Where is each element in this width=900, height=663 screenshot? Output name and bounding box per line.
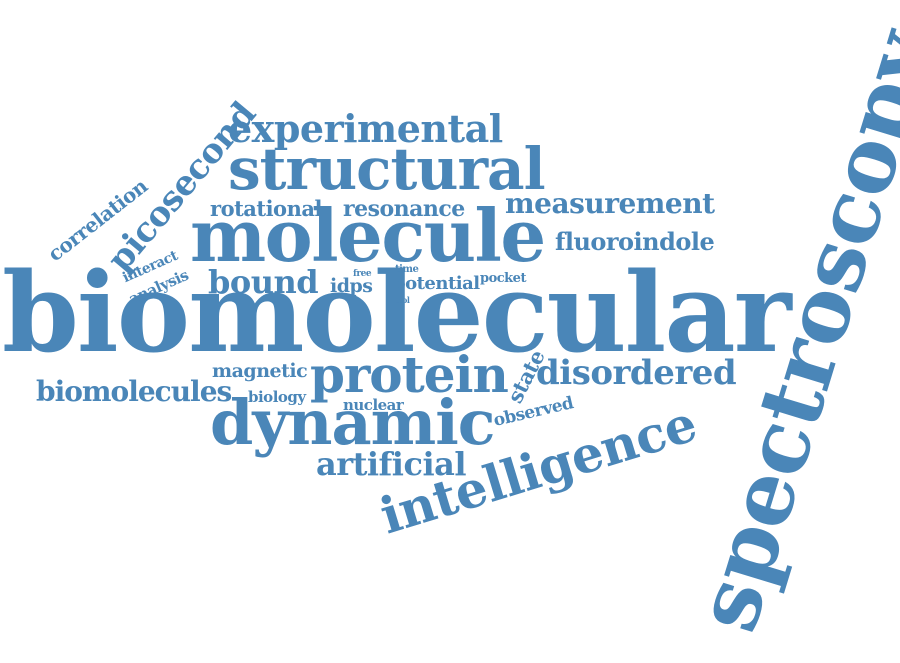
- word-artificial: artificial: [316, 445, 466, 483]
- word-rotational: rotational: [210, 196, 322, 221]
- word-pocket: pocket: [480, 271, 526, 286]
- word-protein: protein: [310, 345, 509, 404]
- word-structural: structural: [228, 135, 546, 203]
- word-measurement: measurement: [505, 187, 715, 220]
- word-idps: idps: [330, 275, 373, 297]
- word-fluoroindole: fluoroindole: [555, 227, 715, 256]
- word-nuclear: nuclear: [343, 396, 404, 414]
- word-bound: bound: [208, 263, 319, 301]
- word-disordered: disordered: [536, 353, 737, 393]
- word-experimental: experimental: [228, 106, 503, 151]
- word-free: free: [353, 269, 372, 279]
- word-tool: tool: [394, 295, 410, 305]
- word-biomolecular: biomolecular: [2, 248, 792, 377]
- word-biomolecules: biomolecules: [36, 375, 232, 408]
- word-biology: biology: [248, 388, 306, 406]
- word-resonance: resonance: [343, 196, 465, 222]
- word-molecule: molecule: [190, 193, 546, 278]
- word-potential: potential: [393, 273, 480, 294]
- word-magnetic: magnetic: [212, 360, 308, 382]
- word-time: time: [395, 264, 419, 275]
- word-dynamic: dynamic: [210, 386, 496, 459]
